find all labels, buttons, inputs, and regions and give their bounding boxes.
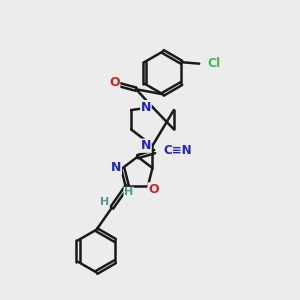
Text: C≡N: C≡N bbox=[164, 144, 192, 157]
Text: O: O bbox=[148, 183, 159, 196]
Text: H: H bbox=[124, 188, 133, 197]
Text: N: N bbox=[141, 100, 151, 114]
Text: O: O bbox=[109, 76, 120, 89]
Text: N: N bbox=[141, 139, 151, 152]
Text: H: H bbox=[100, 197, 109, 207]
Text: Cl: Cl bbox=[208, 57, 221, 70]
Text: N: N bbox=[111, 161, 122, 175]
